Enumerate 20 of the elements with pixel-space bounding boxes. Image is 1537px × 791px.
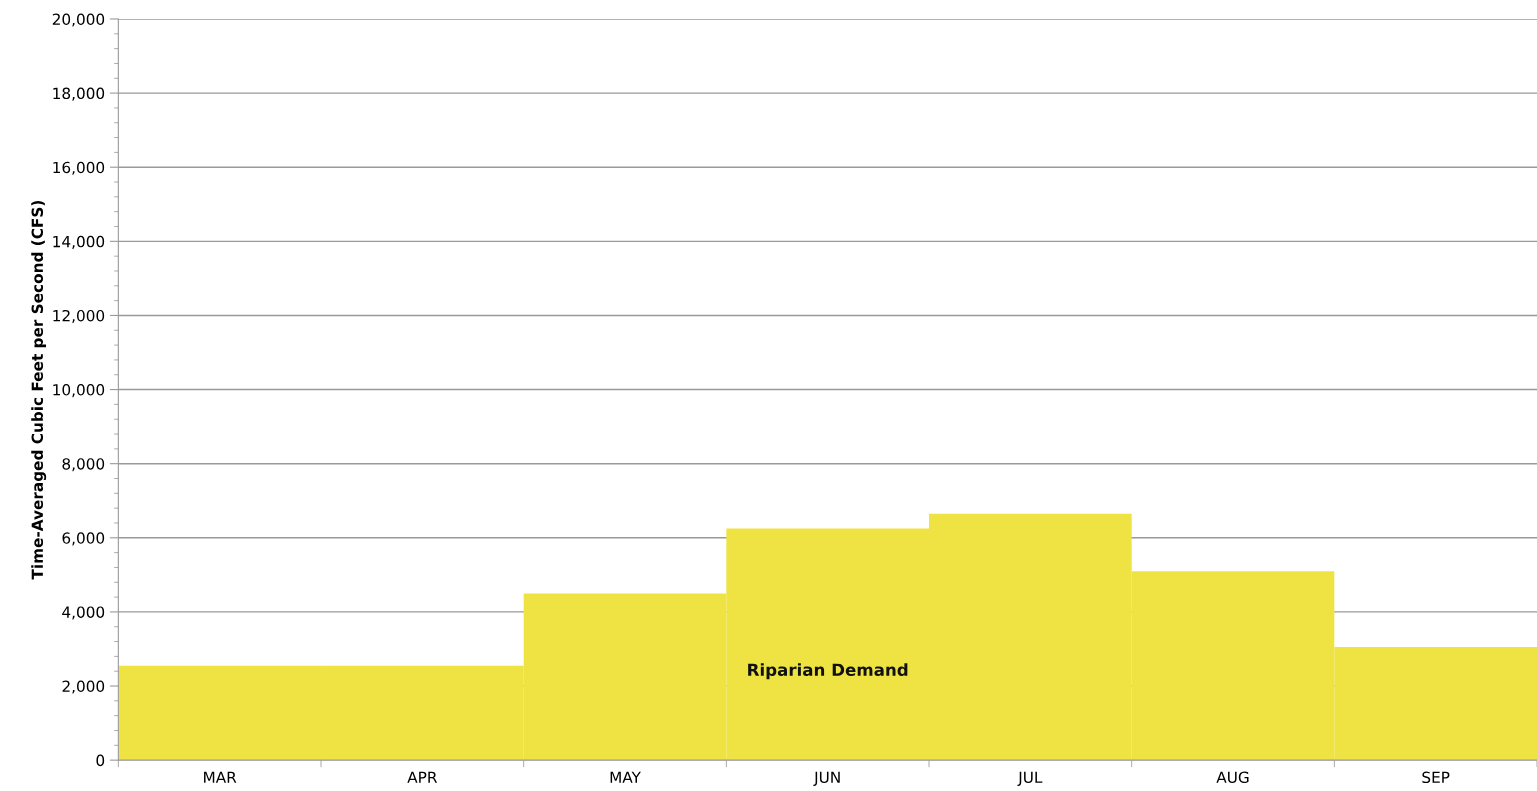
y-tick-label: 10,000 (53, 384, 105, 398)
x-tick-label: MAY (610, 771, 641, 783)
y-tick-label: 2,000 (62, 680, 105, 694)
y-tick-label: 16,000 (53, 161, 105, 175)
y-tick-label: 6,000 (62, 532, 105, 546)
x-tick-label: JUN (813, 771, 840, 786)
y-tick-label: 0 (96, 754, 105, 767)
y-tick-label: 8,000 (62, 458, 105, 472)
y-tick-label: 12,000 (53, 309, 105, 324)
x-tick-label: APR (407, 771, 438, 783)
x-tick-label: MAR (204, 771, 237, 783)
x-tick-label: SEP (1422, 771, 1450, 784)
y-tick-label: 20,000 (52, 13, 105, 27)
y-tick-label: 18,000 (53, 87, 105, 101)
y-tick-label: 14,000 (53, 235, 105, 249)
y-axis-title: Time-Averaged Cubic Feet per Second (CFS) (31, 200, 47, 580)
series-label: Riparian Demand (748, 663, 908, 680)
y-tick-label: 4,000 (62, 606, 105, 620)
x-tick-label: JUL (1017, 771, 1043, 786)
x-tick-label: AUG (1216, 771, 1249, 784)
